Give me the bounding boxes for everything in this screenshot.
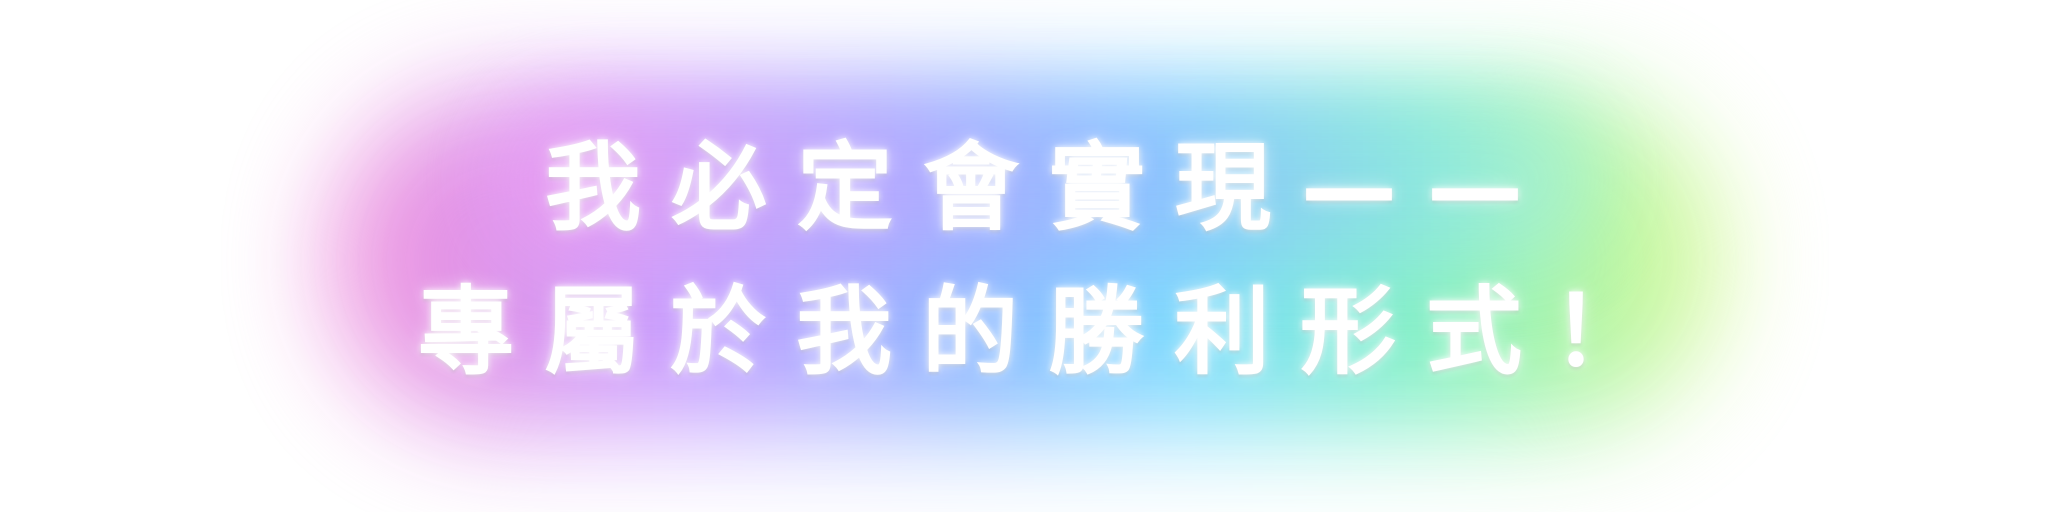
- banner-line-2: 專屬於我的勝利形式！: [418, 276, 1678, 388]
- banner-line-1: 我必定會實現——: [545, 132, 1553, 244]
- rainbow-glow-highlight: [500, 100, 1600, 260]
